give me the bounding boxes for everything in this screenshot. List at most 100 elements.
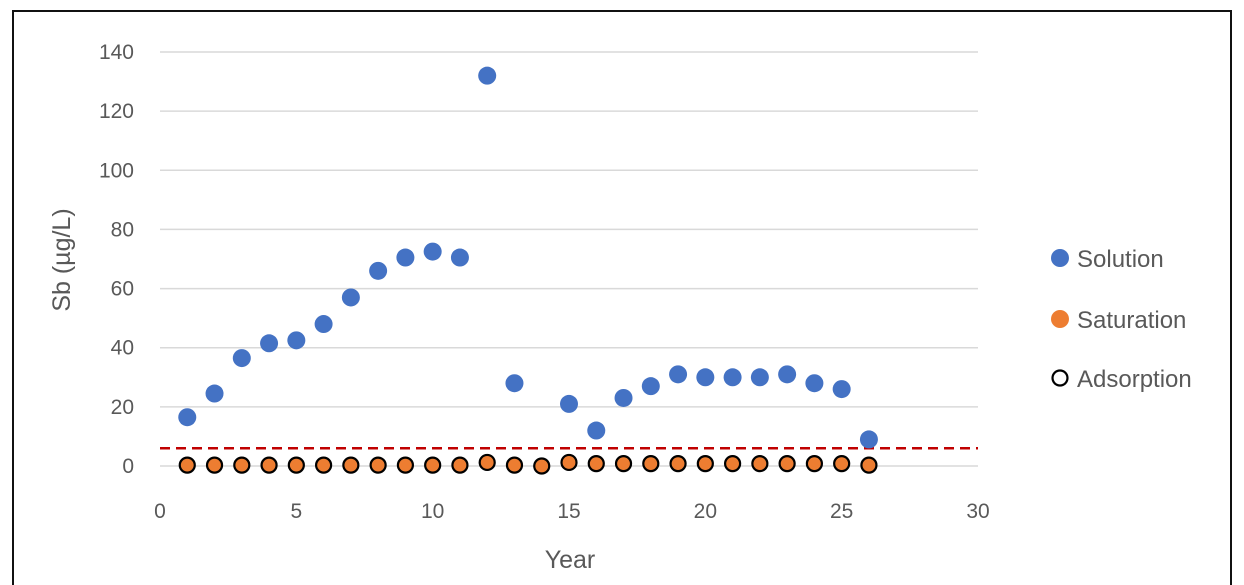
saturation-point [779,456,795,472]
adsorption-point [696,455,714,473]
solution-point [314,315,333,334]
saturation-point [806,456,822,472]
adsorption-point [614,455,633,473]
adsorption-point [723,455,742,473]
saturation-point [288,457,304,473]
saturation-point [670,456,686,472]
adsorption-point [533,457,551,475]
solution-point [696,368,715,387]
solution-point [450,248,469,267]
y-tick-label: 40 [111,337,134,360]
saturation-point [370,457,386,473]
legend-label-solution: Solution [1077,246,1164,273]
adsorption-point [805,455,824,473]
adsorption-point [642,455,660,473]
solution-point [750,368,769,387]
adsorption-point [505,456,524,474]
chart-frame [12,10,1232,585]
adsorption-point [669,455,687,473]
x-axis-title: Year [545,546,596,574]
x-tick-label: 10 [421,500,444,523]
solution-point [232,349,251,368]
legend-label-adsorption: Adsorption [1077,366,1192,393]
adsorption-point [451,456,469,474]
saturation-point [697,456,713,472]
adsorption-point [205,456,224,474]
y-axis-title: Sb (µg/L) [48,208,76,311]
y-axis-ticks: 0 20 40 60 80 100 120 140 [99,41,134,478]
solution-point [832,380,851,399]
solution-point [423,242,442,261]
adsorption-point [833,455,851,473]
solution-point [396,248,415,267]
x-tick-label: 15 [557,500,580,523]
saturation-point [425,457,441,473]
solution-point [505,374,524,393]
solution-point [641,377,660,396]
saturation-point [588,456,604,472]
x-tick-label: 5 [290,500,302,523]
data-points [178,66,878,475]
adsorption-point [860,456,878,474]
saturation-point [752,456,768,472]
y-tick-label: 120 [99,100,134,123]
solution-point [587,421,606,440]
y-tick-label: 0 [122,455,134,478]
saturation-point [179,457,195,473]
legend-label-saturation: Saturation [1077,307,1186,334]
x-axis-ticks: 0 5 10 15 20 25 30 [154,500,990,523]
adsorption-point [478,453,496,472]
saturation-point [506,457,522,473]
solution-point [560,394,578,413]
saturation-point [397,457,413,473]
saturation-point [561,454,577,470]
y-tick-label: 80 [111,218,134,241]
solution-point [614,388,633,407]
adsorption-point [315,456,333,474]
adsorption-point [778,455,796,473]
y-tick-label: 100 [99,159,134,182]
adsorption-point [369,456,387,474]
adsorption-point [424,456,442,474]
solution-point [778,365,797,384]
solution-point [178,408,197,427]
y-tick-label: 20 [111,396,134,419]
solution-point [723,368,742,387]
adsorption-point [233,456,251,474]
y-tick-label: 60 [111,278,134,301]
legend-marker-adsorption [1051,369,1069,387]
saturation-point [343,457,359,473]
saturation-point [234,457,250,473]
solution-point [260,334,279,353]
adsorption-point [342,456,360,474]
legend-marker-saturation [1051,310,1069,328]
adsorption-point [751,455,769,473]
saturation-point [452,457,468,473]
solution-point [341,288,360,307]
saturation-point [861,457,877,473]
adsorption-point [260,456,278,474]
solution-point [669,365,688,384]
saturation-point [834,456,850,472]
saturation-point [534,458,550,474]
adsorption-point [560,453,578,472]
x-tick-label: 0 [154,500,166,523]
legend: Solution Saturation Adsorption [1051,246,1192,393]
adsorption-point [396,456,414,474]
saturation-point [261,457,277,473]
adsorption-point [587,455,605,473]
saturation-point [207,457,223,473]
solution-point [859,430,878,449]
adsorption-point [287,456,305,474]
x-tick-label: 25 [830,500,853,523]
x-tick-label: 30 [966,500,989,523]
saturation-point [643,456,659,472]
adsorption-point [178,456,196,474]
solution-point [287,331,306,350]
solution-point [369,261,388,280]
solution-point [805,374,824,393]
y-tick-label: 140 [99,41,134,64]
legend-marker-solution [1051,249,1069,267]
saturation-point [479,454,495,470]
